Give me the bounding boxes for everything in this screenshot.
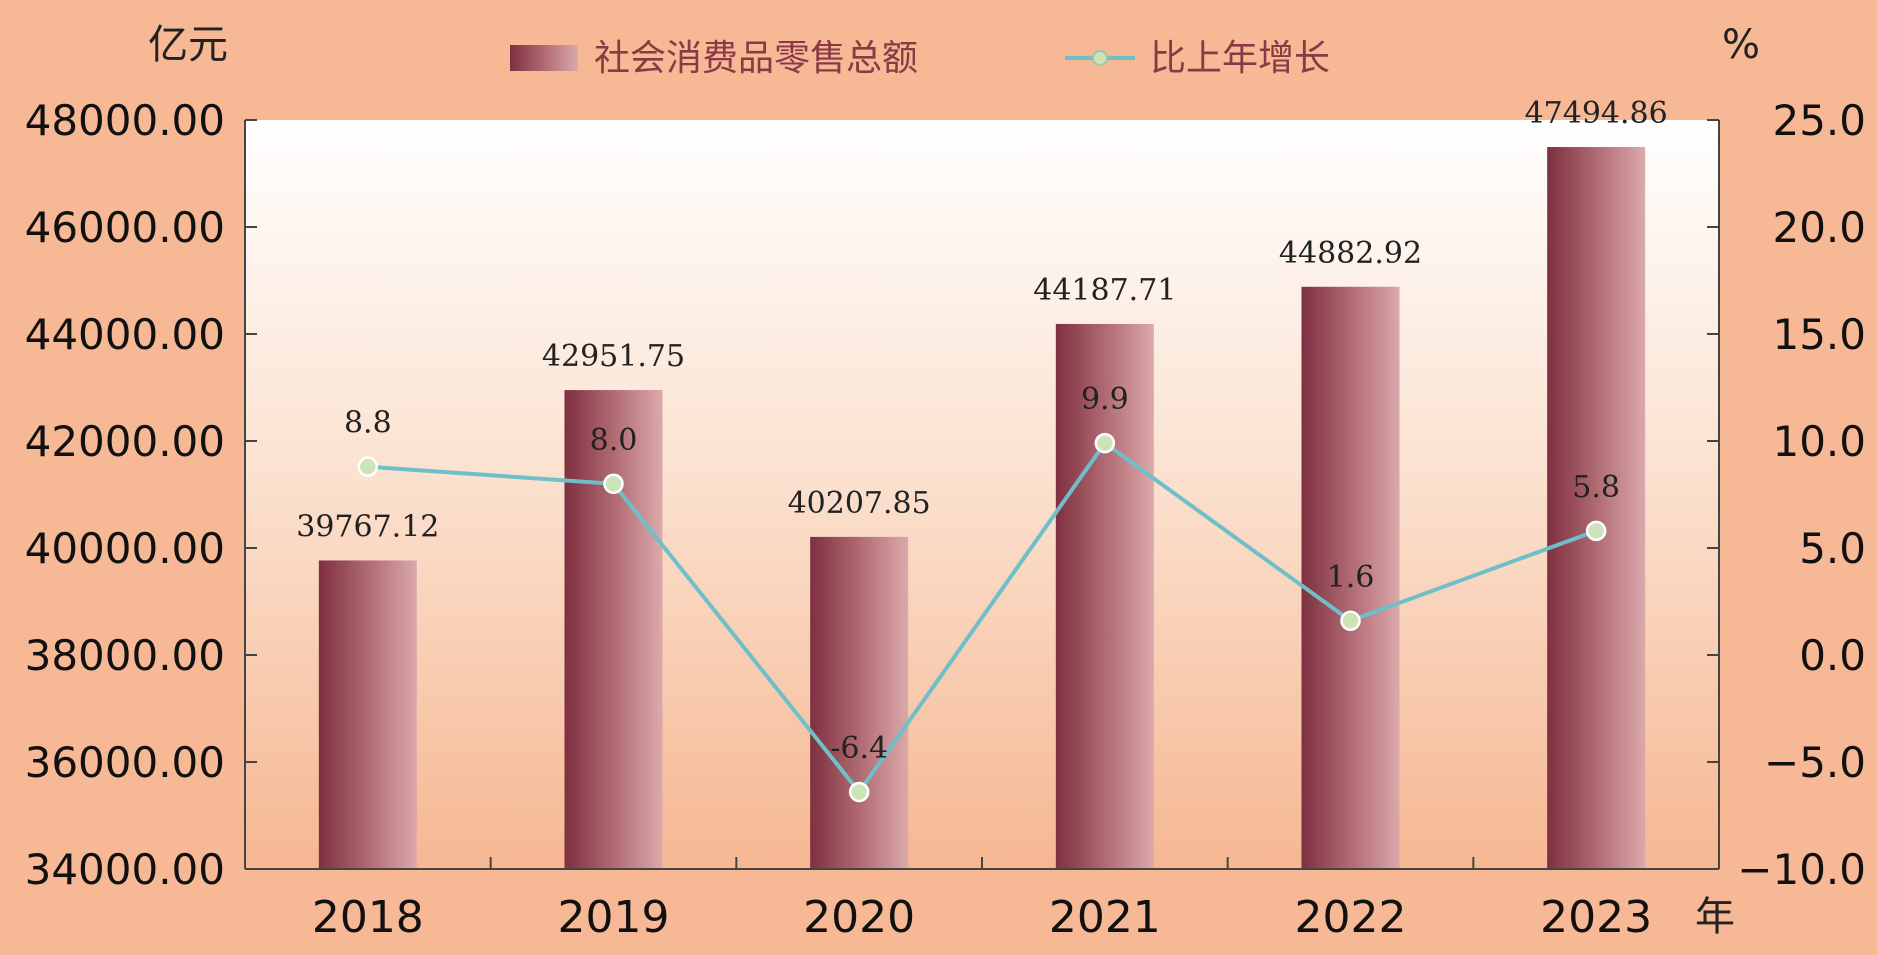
right-axis-unit: % xyxy=(1722,22,1760,68)
growth-data-label-2019: 8.0 xyxy=(590,423,638,458)
x-tick-label-2023: 2023 xyxy=(1540,892,1652,943)
x-tick-label-2021: 2021 xyxy=(1049,892,1161,943)
x-tick-label-2018: 2018 xyxy=(312,892,424,943)
left-tick-label: 40000.00 xyxy=(25,524,225,573)
right-tick-label: 25.0 xyxy=(1772,96,1866,145)
bar-2020 xyxy=(810,536,909,869)
legend: 社会消费品零售总额 比上年增长 xyxy=(510,38,1330,79)
bar-data-label-2019: 42951.75 xyxy=(542,339,685,374)
bar-data-label-2018: 39767.12 xyxy=(296,509,439,544)
growth-data-label-2023: 5.8 xyxy=(1572,470,1620,505)
growth-point-2019 xyxy=(603,473,624,495)
left-tick-label: 42000.00 xyxy=(25,417,225,466)
bar-2023 xyxy=(1547,147,1646,869)
x-tick-label-2020: 2020 xyxy=(803,892,915,943)
bar-2019 xyxy=(564,390,663,869)
right-tick-label: 10.0 xyxy=(1772,417,1866,466)
left-tick-label: 44000.00 xyxy=(25,310,225,359)
bar-data-label-2023: 47494.86 xyxy=(1525,96,1668,131)
right-tick-label: −5.0 xyxy=(1764,738,1866,787)
growth-point-2021 xyxy=(1094,432,1116,454)
growth-point-2018 xyxy=(357,456,379,477)
bar-2022 xyxy=(1301,286,1400,869)
left-tick-label: 36000.00 xyxy=(25,738,225,787)
legend-line-label: 比上年增长 xyxy=(1150,38,1330,79)
x-tick-label-2019: 2019 xyxy=(558,892,670,943)
left-tick-label: 46000.00 xyxy=(25,203,225,252)
left-axis-unit: 亿元 xyxy=(148,22,228,68)
legend-line-marker xyxy=(1092,50,1108,66)
growth-data-label-2021: 9.9 xyxy=(1081,382,1129,417)
growth-line xyxy=(367,440,1597,796)
legend-bar-label: 社会消费品零售总额 xyxy=(594,38,918,79)
x-axis-unit: 年 xyxy=(1695,894,1735,940)
legend-bar-swatch xyxy=(510,45,578,71)
growth-point-2020 xyxy=(848,781,870,803)
left-tick-label: 38000.00 xyxy=(25,631,225,680)
right-tick-label: 0.0 xyxy=(1799,631,1866,680)
plot-background xyxy=(245,120,1719,869)
right-tick-label: 20.0 xyxy=(1772,203,1866,252)
growth-data-label-2020: -6.4 xyxy=(830,731,888,766)
bar-2021 xyxy=(1055,323,1154,869)
growth-data-label-2018: 8.8 xyxy=(344,406,392,441)
right-tick-label: −10.0 xyxy=(1737,845,1866,894)
left-tick-label: 48000.00 xyxy=(25,96,225,145)
x-tick-label-2022: 2022 xyxy=(1295,892,1407,943)
left-tick-label: 34000.00 xyxy=(25,845,225,894)
right-tick-label: 5.0 xyxy=(1799,524,1866,573)
growth-point-2022 xyxy=(1340,610,1361,632)
bar-2018 xyxy=(318,560,417,869)
growth-point-2023 xyxy=(1585,520,1607,542)
growth-data-label-2022: 1.6 xyxy=(1327,560,1375,595)
right-tick-label: 15.0 xyxy=(1772,310,1866,359)
bar-data-label-2021: 44187.71 xyxy=(1033,273,1176,308)
bar-data-label-2020: 40207.85 xyxy=(788,486,931,521)
bar-data-label-2022: 44882.92 xyxy=(1279,236,1422,271)
